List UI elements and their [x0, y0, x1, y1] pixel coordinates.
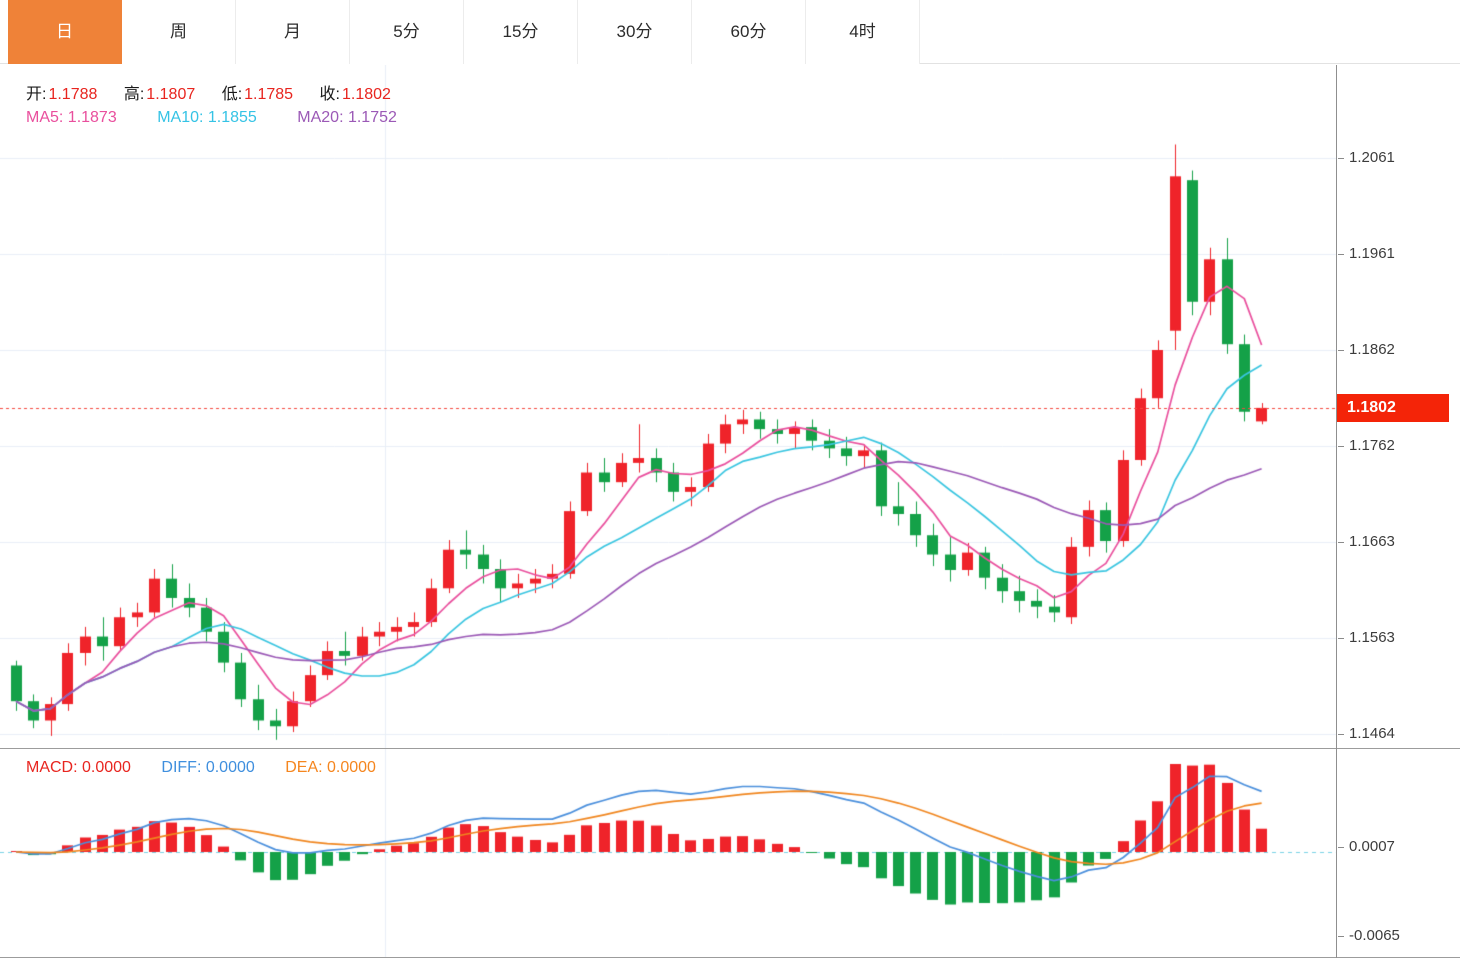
macd-chart-canvas[interactable]: [0, 749, 1337, 958]
open-value: 1.1788: [48, 86, 98, 103]
diff-value: DIFF: 0.0000: [161, 759, 255, 776]
macd-header: MACD: 0.0000 DIFF: 0.0000 DEA: 0.0000: [26, 759, 376, 777]
price-axis-label: 1.2061: [1338, 150, 1395, 166]
high-value: 1.1807: [146, 86, 196, 103]
timeframe-tabbar: 日 周 月 5分 15分 30分 60分 4时: [0, 0, 1460, 64]
price-axis-label: 1.1563: [1338, 630, 1395, 646]
ma20-value: MA20: 1.1752: [297, 109, 397, 126]
macd-value: MACD: 0.0000: [26, 759, 131, 776]
tab-week[interactable]: 周: [122, 0, 236, 64]
ma5-value: MA5: 1.1873: [26, 109, 117, 126]
ma10-value: MA10: 1.1855: [157, 109, 257, 126]
tab-30min[interactable]: 30分: [578, 0, 692, 64]
panel-divider: [0, 748, 1460, 749]
tab-day[interactable]: 日: [8, 0, 122, 64]
macd-axis-label: 0.0007: [1338, 839, 1395, 855]
price-axis-label: 1.1663: [1338, 534, 1395, 550]
tab-60min[interactable]: 60分: [692, 0, 806, 64]
ohlc-header: 开: 1.1788 高: 1.1807 低: 1.1785 收: 1.1802: [26, 80, 413, 104]
ma-header: MA5: 1.1873 MA10: 1.1855 MA20: 1.1752: [26, 109, 397, 127]
dea-value: DEA: 0.0000: [285, 759, 376, 776]
price-axis-label: 1.1464: [1338, 726, 1395, 742]
price-axis-label: 1.1762: [1338, 438, 1395, 454]
high-label: 高:: [123, 86, 145, 103]
tab-5min[interactable]: 5分: [350, 0, 464, 64]
tab-15min[interactable]: 15分: [464, 0, 578, 64]
tab-month[interactable]: 月: [236, 0, 350, 64]
price-axis-label: 1.1862: [1338, 342, 1395, 358]
tab-4hour[interactable]: 4时: [806, 0, 920, 64]
macd-axis-label: -0.0065: [1338, 928, 1400, 944]
price-axis-label: 1.1961: [1338, 246, 1395, 262]
low-label: 低:: [221, 86, 243, 103]
open-label: 开:: [26, 86, 47, 103]
close-label: 收:: [319, 86, 340, 103]
bottom-border: [0, 957, 1460, 958]
candlestick-chart-canvas[interactable]: [0, 65, 1337, 748]
low-value: 1.1785: [244, 86, 294, 103]
price-axis-line: [1336, 65, 1337, 958]
current-price-tag: 1.1802: [1337, 394, 1449, 422]
close-value: 1.1802: [341, 86, 391, 103]
